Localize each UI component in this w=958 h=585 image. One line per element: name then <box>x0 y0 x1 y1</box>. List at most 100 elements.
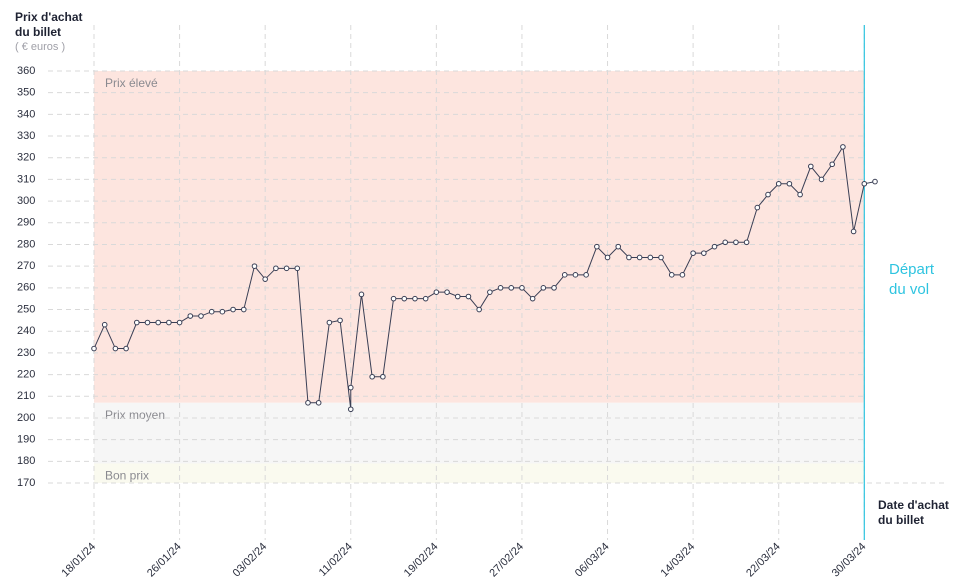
price-point <box>636 254 643 261</box>
price-point <box>326 319 333 326</box>
price-point <box>444 289 450 295</box>
price-point <box>658 254 664 261</box>
y-tick-label: 260 <box>17 282 35 294</box>
x-axis-title: du billet <box>878 513 924 527</box>
price-point <box>294 265 301 272</box>
price-point <box>754 204 761 211</box>
price-point <box>551 285 557 291</box>
y-tick-label: 350 <box>17 87 35 99</box>
y-tick-label: 340 <box>17 108 35 120</box>
band-label: Prix moyen <box>105 408 165 422</box>
x-tick-label: 03/02/24 <box>231 541 270 580</box>
price-point <box>604 254 611 261</box>
price-point <box>176 319 183 326</box>
price-point <box>433 289 440 295</box>
price-point <box>668 272 675 278</box>
price-point <box>679 272 686 278</box>
price-point <box>808 163 814 170</box>
y-tick-label: 310 <box>17 173 35 185</box>
price-point <box>369 373 375 380</box>
y-tick-label: 230 <box>17 347 35 359</box>
price-point <box>262 276 268 282</box>
price-point <box>701 250 707 256</box>
price-point <box>626 254 632 261</box>
x-tick-label: 26/01/24 <box>145 541 184 580</box>
y-tick-label: 250 <box>17 303 35 315</box>
y-tick-label: 360 <box>17 65 35 77</box>
x-tick-label: 27/02/24 <box>487 541 526 580</box>
x-tick-label: 14/03/24 <box>659 541 698 580</box>
price-point <box>390 295 397 302</box>
price-point <box>508 285 515 291</box>
y-axis-title: du billet <box>15 25 61 39</box>
price-band <box>94 71 865 403</box>
price-point <box>572 272 579 278</box>
y-axis-unit: ( € euros ) <box>15 41 65 53</box>
y-tick-label: 200 <box>17 412 35 424</box>
price-point <box>133 319 140 326</box>
x-tick-label: 18/01/24 <box>59 541 98 580</box>
y-tick-label: 240 <box>17 325 35 337</box>
x-tick-label: 06/03/24 <box>573 541 612 580</box>
price-band <box>94 463 865 483</box>
price-point <box>187 313 194 319</box>
price-point <box>380 373 386 380</box>
price-point <box>315 399 322 406</box>
departure-label: du vol <box>889 281 929 298</box>
y-tick-label: 210 <box>17 390 35 402</box>
price-point <box>208 308 215 315</box>
y-tick-label: 180 <box>17 455 35 467</box>
price-point <box>850 228 857 235</box>
price-band <box>94 402 865 464</box>
price-point <box>765 191 771 198</box>
x-tick-label: 22/03/24 <box>744 541 783 580</box>
price-point <box>337 317 343 324</box>
price-point <box>797 191 803 198</box>
price-point <box>583 272 589 278</box>
y-tick-label: 190 <box>17 434 35 446</box>
price-point <box>487 289 493 295</box>
price-point <box>166 319 172 326</box>
y-tick-label: 330 <box>17 130 35 142</box>
price-point <box>219 308 226 315</box>
y-tick-label: 290 <box>17 217 35 229</box>
price-point <box>358 291 365 298</box>
price-point <box>412 295 418 302</box>
price-point <box>476 306 482 313</box>
price-point <box>422 295 429 302</box>
x-tick-label: 19/02/24 <box>402 541 441 580</box>
x-tick-label: 11/02/24 <box>317 541 355 579</box>
price-point <box>112 345 119 352</box>
y-tick-label: 320 <box>17 152 35 164</box>
x-axis-title: Date d'achat <box>878 498 949 512</box>
y-tick-label: 300 <box>17 195 35 207</box>
price-point <box>230 306 236 313</box>
price-point <box>872 178 878 185</box>
departure-label: Départ <box>889 261 935 278</box>
price-point <box>401 295 408 302</box>
price-point <box>840 144 846 150</box>
price-point <box>647 254 654 261</box>
price-point <box>561 272 568 278</box>
price-point <box>690 250 696 256</box>
price-point <box>540 285 547 291</box>
price-point <box>198 313 204 319</box>
price-point <box>465 293 472 300</box>
band-label: Prix élevé <box>105 76 158 90</box>
price-point <box>123 345 129 352</box>
price-point <box>347 406 354 413</box>
price-point <box>733 239 739 246</box>
price-point <box>91 345 97 352</box>
y-tick-label: 170 <box>17 477 35 489</box>
price-point <box>454 293 461 300</box>
price-point <box>861 180 868 187</box>
price-point <box>144 319 151 326</box>
y-axis-title: Prix d'achat <box>15 10 83 24</box>
price-point <box>519 285 525 291</box>
price-point <box>155 319 161 326</box>
price-point <box>305 399 311 406</box>
x-tick-label: 30/03/24 <box>830 541 869 580</box>
price-point <box>347 384 354 391</box>
price-point <box>240 306 247 313</box>
